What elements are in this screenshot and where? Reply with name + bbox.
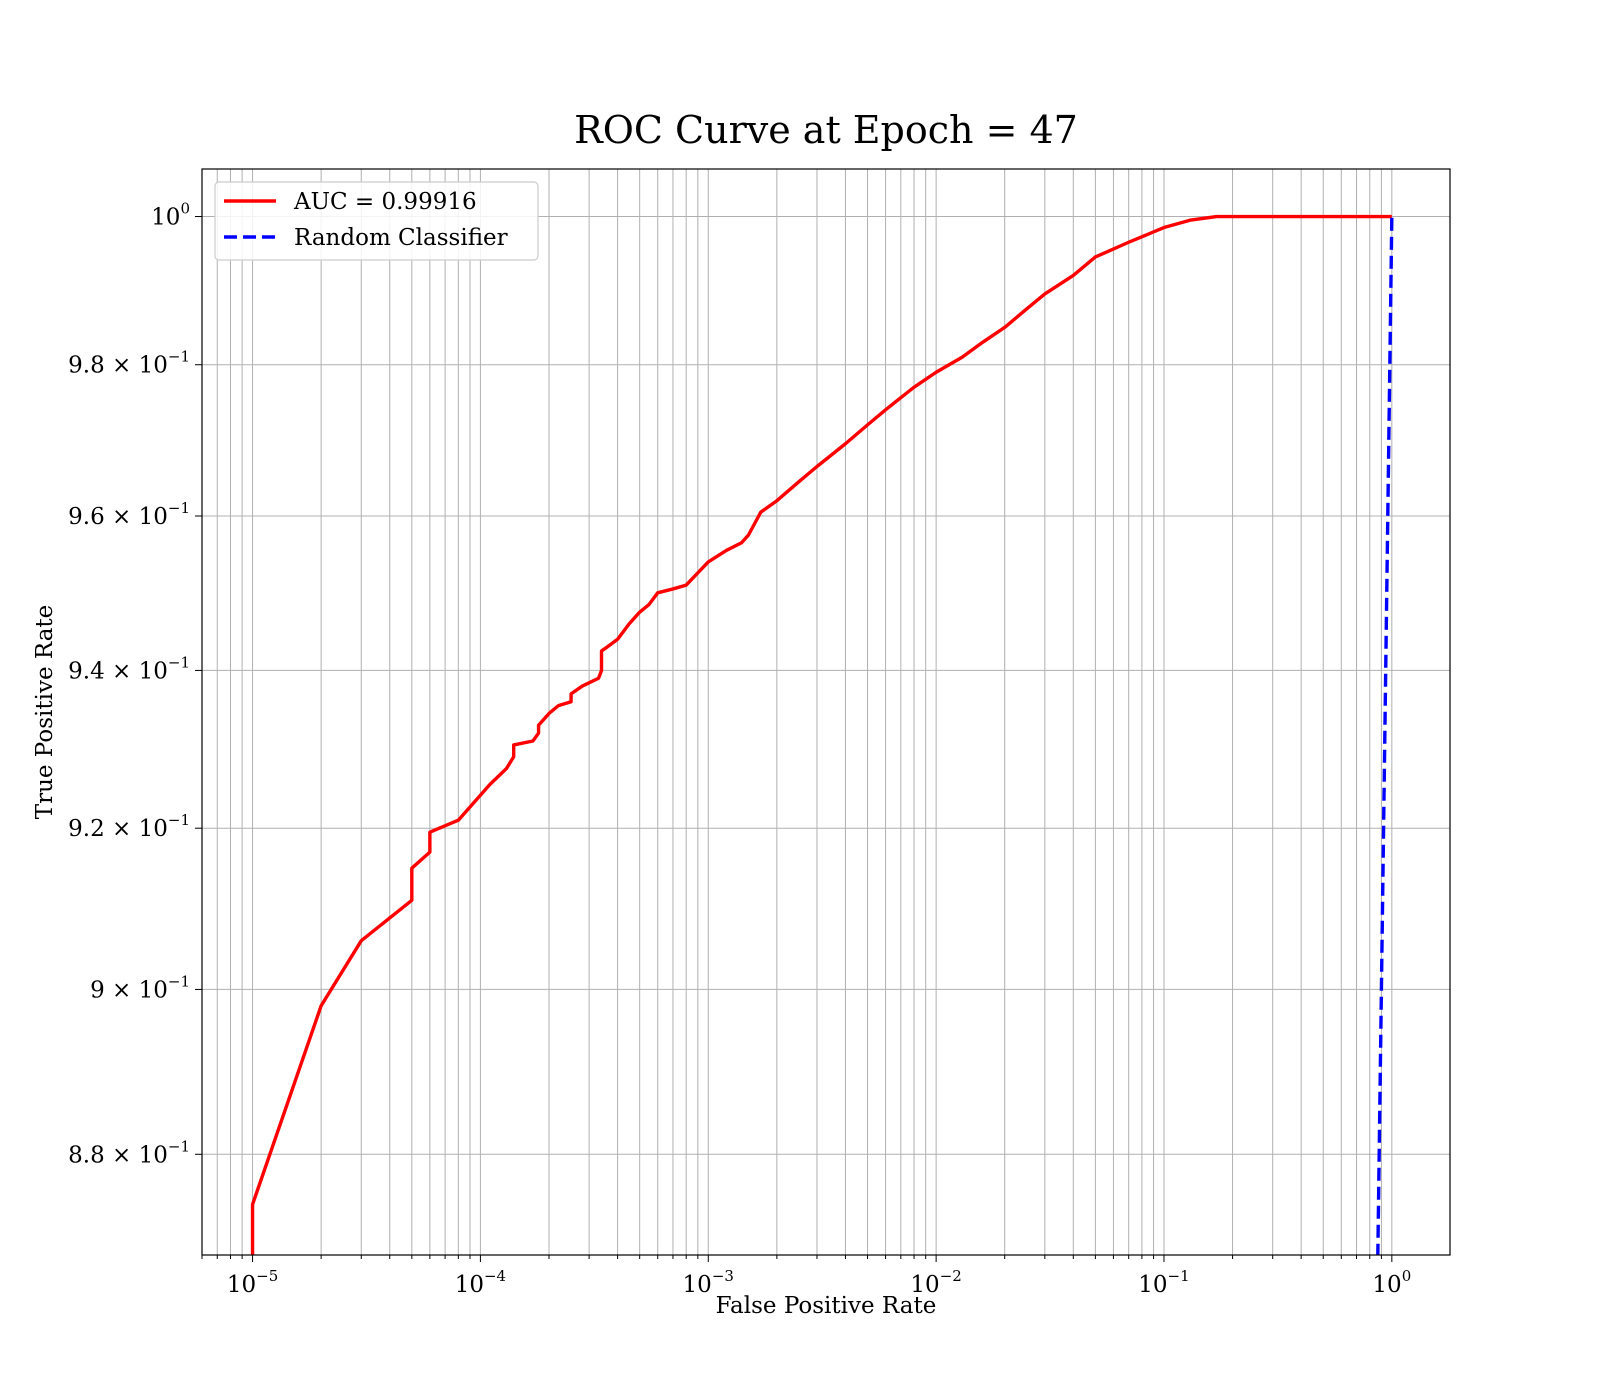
x-tick-label: 10−2 [910,1267,961,1298]
grid-lines [201,169,1450,1255]
legend-label: Random Classifier [294,225,508,251]
legend: AUC = 0.99916 Random Classifier [214,181,539,261]
x-tick-label: 10−3 [683,1267,734,1298]
x-tick-label: 100 [1372,1267,1411,1298]
x-tick-label: 10−1 [1138,1267,1189,1298]
y-tick-label: 9.2 × 10−1 [68,811,190,842]
y-tick-label: 9.6 × 10−1 [68,499,190,530]
x-axis-label: False Positive Rate [716,1293,937,1319]
y-tick-label: 9.4 × 10−1 [68,653,190,684]
series-layer [250,214,1394,1255]
legend-box [214,181,539,261]
x-axis-ticks: 10−5 10−4 10−3 10−2 10−1 100 [201,1255,1411,1298]
y-tick-label: 9 × 10−1 [90,972,190,1003]
plot-area-frame [201,168,1451,1256]
y-tick-label: 100 [151,200,190,231]
y-axis-label: True Positive Rate [32,605,58,820]
y-tick-label: 9.8 × 10−1 [68,348,190,379]
chart-title: ROC Curve at Epoch = 47 [574,108,1078,152]
x-tick-label: 10−5 [227,1267,278,1298]
y-tick-label: 8.8 × 10−1 [68,1137,190,1168]
legend-label: AUC = 0.99916 [293,189,477,215]
x-tick-label: 10−4 [455,1267,506,1298]
random-classifier-line [1376,216,1394,1255]
roc-curve-line [250,214,1392,1255]
y-axis-ticks: 8.8 × 10−1 9 × 10−1 9.2 × 10−1 9.4 × 10−1 9.… [68,200,202,1168]
